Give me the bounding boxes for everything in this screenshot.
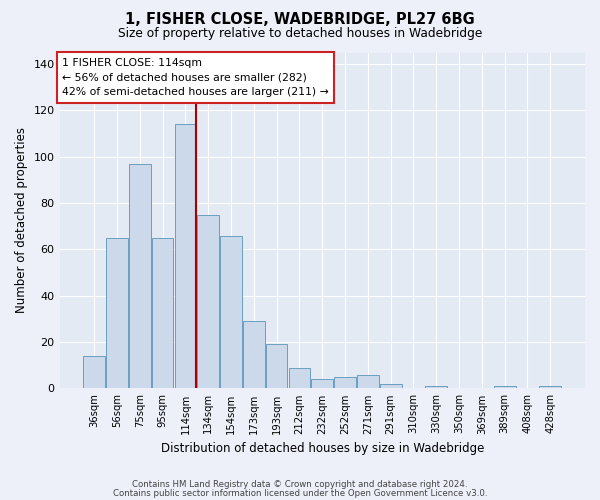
Bar	[289, 368, 310, 388]
Text: Contains public sector information licensed under the Open Government Licence v3: Contains public sector information licen…	[113, 488, 487, 498]
X-axis label: Distribution of detached houses by size in Wadebridge: Distribution of detached houses by size …	[161, 442, 484, 455]
Y-axis label: Number of detached properties: Number of detached properties	[15, 128, 28, 314]
Bar	[197, 214, 219, 388]
Bar	[129, 164, 151, 388]
Text: Size of property relative to detached houses in Wadebridge: Size of property relative to detached ho…	[118, 28, 482, 40]
Bar	[83, 356, 105, 388]
Bar	[425, 386, 447, 388]
Bar	[380, 384, 401, 388]
Bar	[334, 377, 356, 388]
Bar	[220, 236, 242, 388]
Bar	[539, 386, 561, 388]
Bar	[494, 386, 515, 388]
Bar	[266, 344, 287, 389]
Bar	[152, 238, 173, 388]
Bar	[357, 374, 379, 388]
Text: 1, FISHER CLOSE, WADEBRIDGE, PL27 6BG: 1, FISHER CLOSE, WADEBRIDGE, PL27 6BG	[125, 12, 475, 28]
Text: 1 FISHER CLOSE: 114sqm
← 56% of detached houses are smaller (282)
42% of semi-de: 1 FISHER CLOSE: 114sqm ← 56% of detached…	[62, 58, 329, 97]
Bar	[243, 321, 265, 388]
Bar	[106, 238, 128, 388]
Text: Contains HM Land Registry data © Crown copyright and database right 2024.: Contains HM Land Registry data © Crown c…	[132, 480, 468, 489]
Bar	[175, 124, 196, 388]
Bar	[311, 379, 333, 388]
